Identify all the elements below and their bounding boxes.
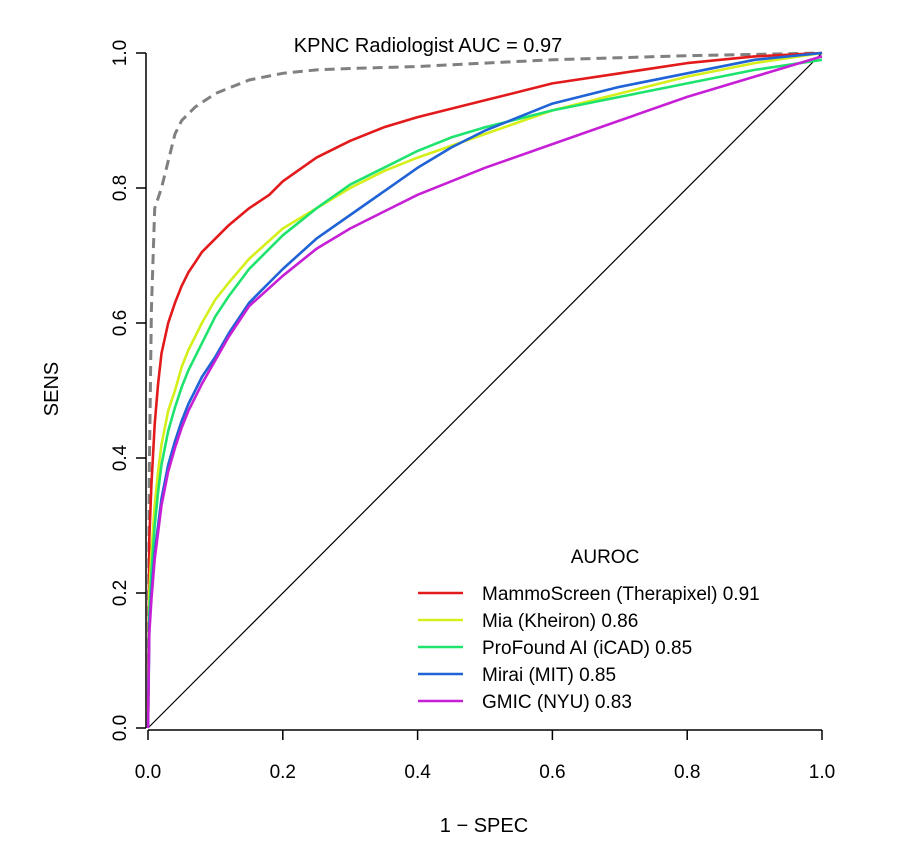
x-tick-label: 0.4 <box>404 762 431 783</box>
legend-entry-label: MammoScreen (Therapixel) 0.91 <box>482 584 760 605</box>
y-tick-label: 0.8 <box>110 175 131 201</box>
x-axis-label: 1 − SPEC <box>440 815 528 837</box>
legend-items: MammoScreen (Therapixel) 0.91 Mia (Kheiro… <box>418 584 760 713</box>
legend-entry-label: GMIC (NYU) 0.83 <box>482 692 632 713</box>
legend-entry-label: ProFound AI (iCAD) 0.85 <box>482 638 692 659</box>
reference-layer <box>146 51 823 729</box>
radiologist-reference-curve <box>146 51 823 729</box>
y-tick-label: 0.6 <box>110 310 131 336</box>
roc-curve-1 <box>146 51 823 729</box>
diagonal-layer <box>147 52 823 729</box>
y-ticks: 0.0 0.2 0.4 0.6 0.8 1.0 <box>110 40 146 741</box>
legend-title: AUROC <box>571 547 640 568</box>
y-tick-label: 1.0 <box>110 40 131 66</box>
legend-entry-label: Mirai (MIT) 0.85 <box>482 665 616 686</box>
x-tick-label: 1.0 <box>809 762 835 783</box>
y-tick-label: 0.2 <box>110 580 131 606</box>
radiologist-auc-annotation: KPNC Radiologist AUC = 0.97 <box>294 35 562 57</box>
series-layer <box>146 51 823 729</box>
x-ticks: 0.0 0.2 0.4 0.6 0.8 1.0 <box>135 730 835 783</box>
roc-curve-5 <box>146 55 823 729</box>
x-tick-label: 0.0 <box>135 762 161 783</box>
chance-diagonal-line <box>147 52 823 729</box>
legend-entry-label: Mia (Kheiron) 0.86 <box>482 611 638 632</box>
y-tick-label: 0.4 <box>110 444 131 471</box>
x-tick-label: 0.6 <box>539 762 565 783</box>
legend: AUROC MammoScreen (Therapixel) 0.91 Mia (… <box>418 547 760 713</box>
y-tick-label: 0.0 <box>110 715 131 741</box>
x-tick-label: 0.8 <box>674 762 700 783</box>
axes: 0.0 0.2 0.4 0.6 0.8 1.0 0.0 0.2 0.4 0.6 0.8 1.0 <box>110 40 835 783</box>
roc-curve-3 <box>146 58 823 729</box>
x-tick-label: 0.2 <box>270 762 296 783</box>
y-axis-label: SENS <box>41 362 63 416</box>
